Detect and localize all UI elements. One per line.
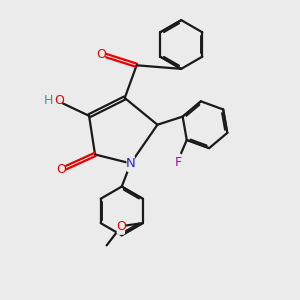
Text: F: F	[174, 156, 182, 169]
Text: N: N	[126, 157, 136, 170]
Text: O: O	[54, 94, 64, 107]
Text: H: H	[44, 94, 53, 107]
Text: O: O	[116, 220, 126, 232]
Text: O: O	[96, 48, 106, 62]
Text: O: O	[56, 163, 66, 176]
